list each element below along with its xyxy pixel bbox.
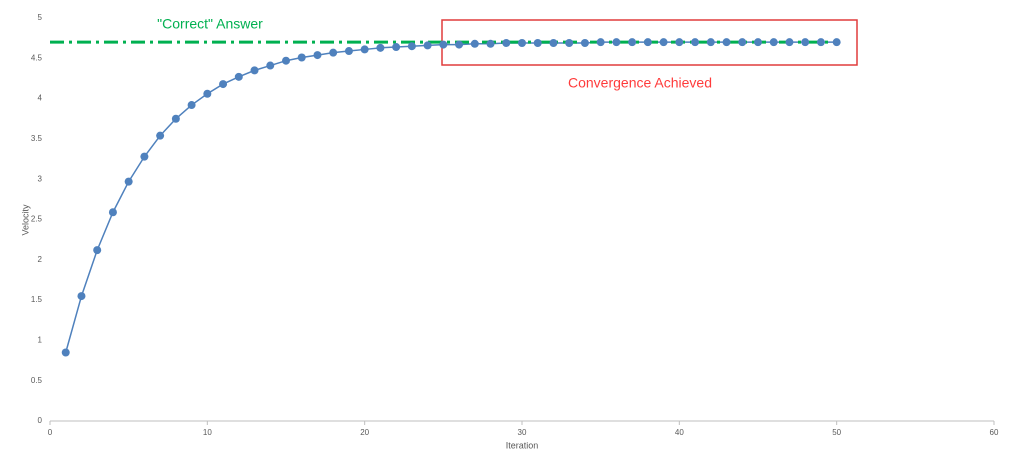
data-point bbox=[470, 39, 479, 48]
x-tick-label: 60 bbox=[990, 428, 999, 437]
data-point bbox=[313, 51, 322, 60]
data-point bbox=[250, 66, 259, 75]
data-point bbox=[219, 80, 228, 89]
x-tick-label: 50 bbox=[832, 428, 841, 437]
data-point bbox=[596, 38, 605, 47]
data-point bbox=[706, 38, 715, 47]
y-tick-label: 5 bbox=[38, 13, 43, 22]
data-point bbox=[643, 38, 652, 47]
data-point bbox=[77, 292, 86, 301]
data-point bbox=[612, 38, 621, 47]
data-point bbox=[329, 48, 338, 57]
data-point bbox=[518, 38, 526, 47]
data-point bbox=[580, 38, 589, 47]
y-tick-label: 4.5 bbox=[31, 53, 43, 62]
x-tick-label: 20 bbox=[360, 428, 369, 437]
data-point bbox=[93, 246, 102, 255]
data-point bbox=[376, 43, 385, 52]
data-point bbox=[234, 72, 243, 81]
data-point bbox=[297, 53, 306, 62]
data-point bbox=[486, 39, 495, 48]
y-tick-label: 1.5 bbox=[31, 295, 43, 304]
y-tick-label: 2 bbox=[38, 255, 43, 264]
data-point bbox=[266, 61, 275, 70]
data-point bbox=[124, 177, 133, 186]
x-tick-label: 0 bbox=[48, 428, 53, 437]
data-point bbox=[549, 38, 558, 47]
data-point bbox=[754, 38, 762, 47]
y-tick-label: 3.5 bbox=[31, 134, 43, 143]
data-point bbox=[659, 38, 668, 47]
data-point bbox=[533, 38, 542, 47]
y-tick-label: 0.5 bbox=[31, 376, 43, 385]
data-point bbox=[282, 56, 290, 65]
y-tick-label: 3 bbox=[38, 174, 43, 183]
x-tick-label: 30 bbox=[518, 428, 527, 437]
y-tick-label: 1 bbox=[38, 336, 43, 345]
x-axis-title: Iteration bbox=[506, 440, 539, 450]
data-point bbox=[565, 38, 574, 47]
data-point bbox=[344, 47, 353, 56]
data-line bbox=[65, 41, 837, 353]
data-point bbox=[738, 38, 747, 47]
data-point bbox=[171, 114, 180, 123]
data-point bbox=[785, 38, 794, 47]
y-tick-label: 0 bbox=[38, 416, 43, 425]
data-point bbox=[156, 131, 165, 140]
data-point bbox=[423, 41, 432, 50]
data-point bbox=[407, 42, 416, 51]
data-point bbox=[140, 152, 149, 161]
data-point bbox=[360, 45, 369, 54]
y-axis-title: Velocity bbox=[20, 204, 30, 236]
data-point bbox=[832, 38, 841, 47]
data-point bbox=[439, 40, 448, 49]
reference-label: "Correct" Answer bbox=[157, 16, 263, 32]
data-point bbox=[816, 38, 825, 47]
data-point bbox=[675, 38, 684, 47]
data-point bbox=[455, 40, 464, 49]
x-tick-label: 10 bbox=[203, 428, 212, 437]
annotation: Convergence Achieved bbox=[568, 75, 712, 91]
data-point bbox=[628, 38, 637, 47]
y-tick-label: 2.5 bbox=[31, 215, 43, 224]
data-point bbox=[722, 38, 731, 47]
data-point bbox=[801, 38, 810, 47]
data-point bbox=[108, 208, 117, 217]
x-tick-label: 40 bbox=[675, 428, 684, 437]
data-point bbox=[61, 348, 70, 357]
data-point bbox=[187, 101, 196, 110]
data-point bbox=[502, 38, 511, 47]
data-point bbox=[203, 89, 212, 98]
y-tick-label: 4 bbox=[38, 94, 43, 103]
data-point bbox=[392, 43, 401, 52]
data-point bbox=[769, 38, 778, 47]
data-point bbox=[691, 38, 700, 47]
